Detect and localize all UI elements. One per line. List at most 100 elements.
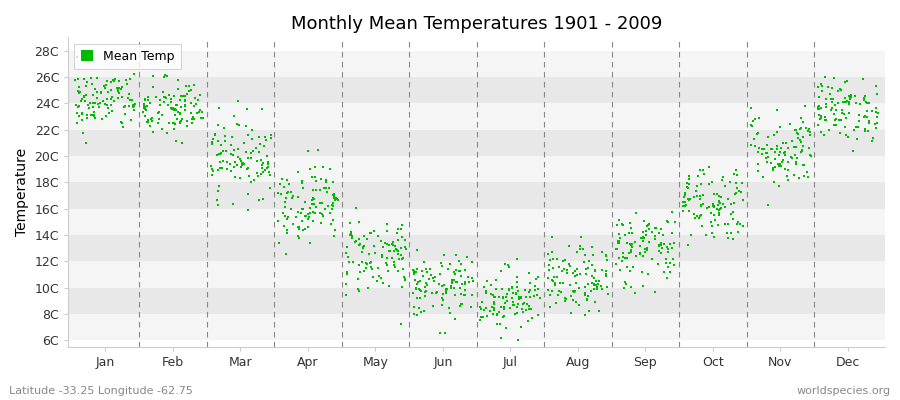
Point	[510, 284, 525, 290]
Point	[508, 290, 523, 297]
Point	[748, 116, 762, 122]
Point	[509, 274, 524, 281]
Point	[680, 180, 695, 186]
Point	[213, 142, 228, 148]
Point	[549, 274, 563, 280]
Point	[306, 201, 320, 207]
Point	[124, 117, 139, 123]
Point	[728, 167, 742, 173]
Point	[161, 102, 176, 108]
Point	[565, 288, 580, 294]
Point	[418, 288, 432, 295]
Point	[389, 246, 403, 252]
Point	[513, 324, 527, 330]
Point	[745, 122, 760, 129]
Point	[315, 211, 329, 218]
Point	[706, 212, 721, 218]
Point	[860, 100, 874, 106]
Point	[458, 281, 473, 287]
Point	[150, 110, 165, 116]
Point	[253, 141, 267, 148]
Point	[755, 146, 770, 152]
Point	[819, 117, 833, 124]
Point	[541, 287, 555, 293]
Point	[766, 166, 780, 173]
Point	[865, 138, 879, 144]
Point	[92, 104, 106, 110]
Point	[291, 194, 305, 200]
Point	[342, 232, 356, 238]
Point	[319, 185, 333, 191]
Point	[292, 226, 307, 232]
Point	[624, 284, 638, 290]
Point	[665, 230, 680, 236]
Point	[453, 285, 467, 292]
Point	[321, 202, 336, 209]
Point	[622, 230, 636, 236]
Point	[325, 202, 339, 208]
Point	[868, 105, 883, 111]
Point	[262, 184, 276, 191]
Point	[770, 142, 785, 149]
Point	[718, 204, 733, 210]
Point	[572, 302, 586, 308]
Point	[512, 296, 526, 302]
Point	[340, 270, 355, 277]
Point	[436, 296, 450, 303]
Point	[114, 119, 129, 126]
Point	[774, 163, 788, 170]
Point	[851, 117, 866, 124]
Point	[474, 306, 489, 312]
Point	[99, 82, 113, 88]
Point	[317, 184, 331, 191]
Point	[237, 160, 251, 167]
Point	[141, 116, 156, 123]
Point	[615, 221, 629, 227]
Point	[363, 229, 377, 236]
Point	[75, 96, 89, 102]
Point	[390, 247, 404, 253]
Point	[408, 270, 422, 277]
Point	[413, 287, 428, 294]
Point	[634, 251, 648, 257]
Point	[527, 283, 542, 289]
Point	[170, 116, 184, 122]
Point	[111, 88, 125, 94]
Point	[474, 299, 489, 306]
Point	[418, 266, 433, 272]
Point	[211, 138, 225, 144]
Point	[427, 278, 441, 284]
Point	[370, 278, 384, 285]
Point	[146, 129, 160, 135]
Point	[662, 249, 676, 255]
Point	[656, 241, 670, 247]
Point	[730, 220, 744, 227]
Point	[303, 166, 318, 172]
Point	[216, 147, 230, 154]
Point	[391, 251, 405, 258]
Point	[474, 314, 489, 321]
Point	[73, 89, 87, 95]
Point	[789, 144, 804, 150]
Point	[255, 165, 269, 172]
Point	[849, 100, 863, 107]
Point	[285, 192, 300, 199]
Point	[409, 285, 423, 292]
Point	[170, 86, 184, 92]
Point	[321, 185, 336, 191]
Point	[145, 118, 159, 124]
Point	[625, 241, 639, 248]
Point	[379, 260, 393, 266]
Point	[162, 92, 176, 98]
Point	[242, 173, 256, 180]
Point	[839, 131, 853, 138]
Point	[761, 134, 776, 140]
Point	[93, 99, 107, 106]
Point	[99, 113, 113, 120]
Point	[770, 107, 784, 113]
Point	[380, 241, 394, 247]
Point	[171, 77, 185, 83]
Point	[257, 143, 272, 150]
Point	[491, 309, 506, 316]
Point	[238, 149, 253, 155]
